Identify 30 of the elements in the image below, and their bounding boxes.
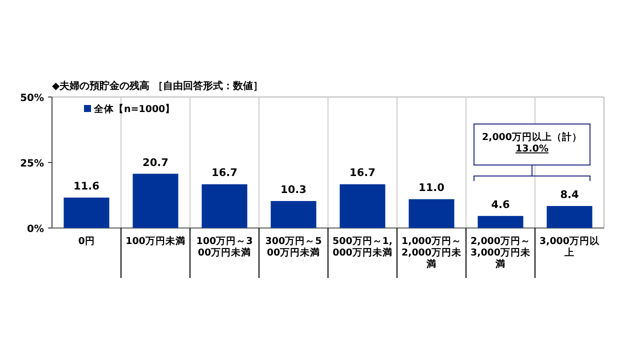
- annotation: 2,000万円以上（計） 13.0%: [482, 131, 582, 154]
- bar: [132, 174, 178, 228]
- bar: [202, 184, 248, 228]
- x-tick-label: 1,000万円～2,000万円未満: [401, 236, 462, 270]
- x-tick-label: 3,000万円以上: [539, 235, 601, 258]
- x-tick-label: 0円: [78, 236, 95, 247]
- data-label: 11.6: [74, 180, 100, 193]
- y-tick-label: 50%: [20, 93, 44, 104]
- legend-label: 全体【n=1000】: [93, 103, 176, 115]
- data-label: 20.7: [142, 156, 168, 169]
- data-label: 16.7: [212, 167, 238, 180]
- x-tick-label: 100万円～300万円未満: [196, 236, 253, 258]
- data-label: 10.3: [280, 184, 306, 196]
- bar: [408, 199, 454, 228]
- bar: [340, 184, 386, 228]
- x-tick-label: 500万円～1,000万円未満: [332, 236, 393, 258]
- data-label: 4.6: [491, 198, 510, 211]
- bar: [546, 206, 592, 228]
- x-tick-label: 2,000万円～3,000万円未満: [470, 236, 531, 270]
- y-tick-label: 0%: [27, 224, 44, 235]
- bar: [270, 201, 316, 228]
- data-label: 8.4: [560, 188, 579, 201]
- y-tick-label: 25%: [20, 158, 44, 170]
- chart-title: ◆夫婦の預貯金の残高 ［自由回答形式：数値］: [52, 80, 264, 92]
- data-label: 16.7: [350, 167, 376, 180]
- x-tick-label: 300万円～500万円未満: [265, 236, 322, 258]
- bar: [64, 198, 110, 228]
- x-tick-label: 100万円未満: [126, 235, 186, 247]
- data-label: 11.0: [418, 182, 444, 194]
- bar: [478, 216, 524, 228]
